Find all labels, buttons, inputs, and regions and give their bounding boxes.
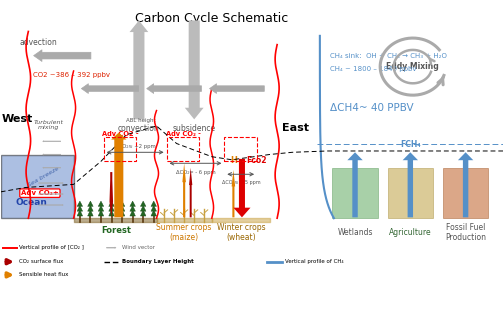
Text: H: H [230,156,237,166]
Text: FCH₄: FCH₄ [400,140,421,149]
Polygon shape [403,152,418,217]
FancyBboxPatch shape [1,154,74,218]
Polygon shape [141,205,146,211]
Text: CO2 ~386 – 392 ppbv: CO2 ~386 – 392 ppbv [33,72,110,78]
Polygon shape [77,201,83,206]
Polygon shape [141,210,146,216]
Polygon shape [151,201,157,206]
Text: Summer crops
(maize): Summer crops (maize) [156,223,212,243]
Polygon shape [141,201,146,206]
Text: Winter crops
(wheat): Winter crops (wheat) [217,223,265,243]
Text: Wind vector: Wind vector [122,245,155,250]
Text: ΔCO₂≈ +2 ppm: ΔCO₂≈ +2 ppm [114,144,155,149]
Text: Fossil Fuel
Production: Fossil Fuel Production [445,223,486,243]
Text: ΔCH4~ 40 PPBV: ΔCH4~ 40 PPBV [330,103,413,113]
Text: Adv CO2 -: Adv CO2 - [102,131,139,137]
Polygon shape [119,201,125,206]
Bar [224,137,257,161]
Polygon shape [130,205,136,211]
Polygon shape [109,205,114,211]
FancyBboxPatch shape [333,168,377,218]
Polygon shape [109,201,114,206]
Text: CO₂ surface flux: CO₂ surface flux [19,259,63,264]
Polygon shape [130,20,148,119]
Polygon shape [98,201,104,206]
Polygon shape [151,210,157,216]
Polygon shape [232,170,235,217]
Polygon shape [119,205,125,211]
Polygon shape [458,152,473,217]
Text: subsidence: subsidence [173,124,216,133]
Text: East: East [282,123,309,133]
Polygon shape [98,210,104,216]
Text: ΔCO₂≈ -15 ppm: ΔCO₂≈ -15 ppm [222,180,260,185]
Polygon shape [189,168,193,217]
Text: Ocean: Ocean [16,198,48,207]
Bar [166,137,199,161]
Polygon shape [233,159,250,217]
Text: advection: advection [20,38,57,47]
Polygon shape [111,133,127,217]
Text: Sea breeze: Sea breeze [27,166,60,188]
Text: Agriculture: Agriculture [389,228,431,237]
Text: Carbon Cycle Schematic: Carbon Cycle Schematic [135,12,288,25]
Text: Vertical profile of [CO₂ ]: Vertical profile of [CO₂ ] [19,245,84,250]
Text: ΔCO₂= - 6 ppm: ΔCO₂= - 6 ppm [176,170,216,175]
Polygon shape [119,210,125,216]
Text: Fco2: Fco2 [246,156,267,165]
Polygon shape [109,210,114,216]
Text: Vertical profile of CH₄: Vertical profile of CH₄ [285,259,343,264]
Text: Turbulent
mixing: Turbulent mixing [33,120,64,130]
FancyBboxPatch shape [443,168,488,218]
Polygon shape [347,152,363,217]
Bar [104,137,137,161]
Polygon shape [98,205,104,211]
Text: Forest: Forest [101,226,132,235]
Text: CH₄ ~ 1800 – 1840 ppbv: CH₄ ~ 1800 – 1840 ppbv [330,66,416,72]
Polygon shape [77,205,83,211]
Text: ABL height: ABL height [127,118,156,123]
Polygon shape [130,201,136,206]
Polygon shape [130,210,136,216]
Text: Adv CO₂ -: Adv CO₂ - [166,131,201,137]
Polygon shape [151,205,157,211]
Polygon shape [88,210,93,216]
Polygon shape [185,20,204,119]
Text: Adv CO₂+: Adv CO₂+ [21,190,59,196]
Text: Boundary Layer Height: Boundary Layer Height [122,259,194,264]
Polygon shape [88,201,93,206]
Text: convection: convection [118,124,160,133]
Text: West: West [2,114,33,124]
Polygon shape [88,205,93,211]
Polygon shape [182,163,186,217]
Text: CH₄ sink:  OH + CH₄ → CH₃ + H₂O: CH₄ sink: OH + CH₄ → CH₃ + H₂O [330,53,447,59]
Polygon shape [109,172,113,217]
Polygon shape [77,210,83,216]
Text: Eddy Mixing: Eddy Mixing [387,62,439,71]
Text: Sensible heat flux: Sensible heat flux [19,273,68,277]
FancyBboxPatch shape [388,168,433,218]
Text: Wetlands: Wetlands [337,228,373,237]
